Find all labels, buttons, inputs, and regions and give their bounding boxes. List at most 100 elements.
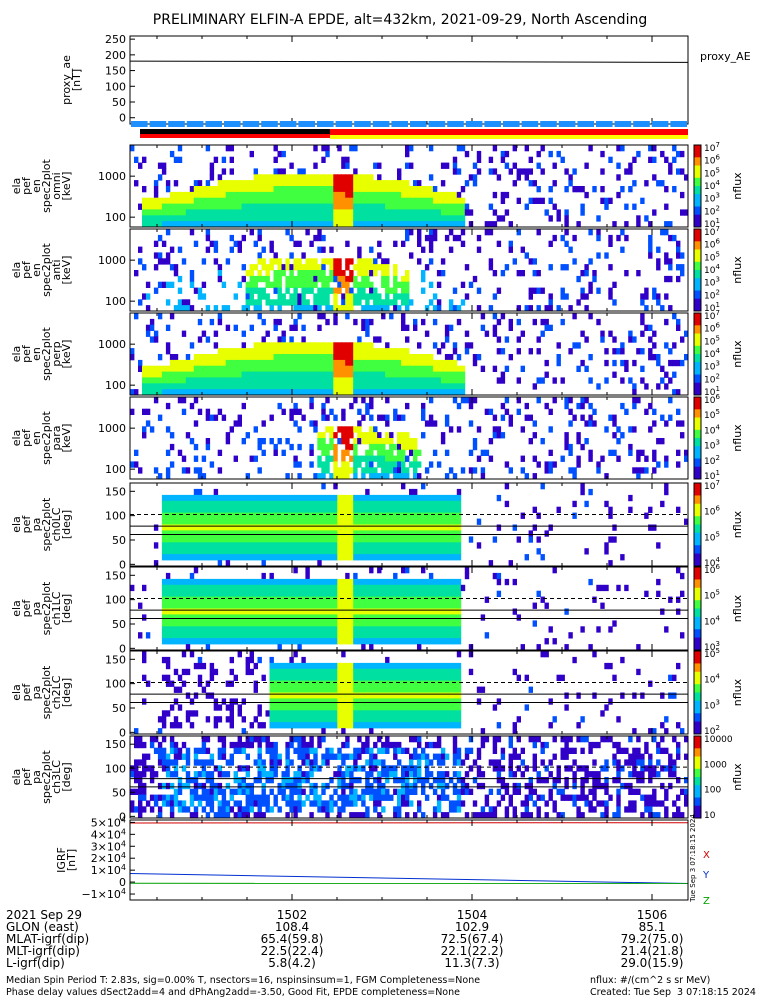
colorbar-tick-label: 101 [704,217,720,230]
colorbar-tick-label: 104 [704,556,720,569]
colorbar-tick-label: 102 [704,204,720,217]
panel-spec-en-perp: elapefenspec2plotanti[keV]10710610510410… [10,225,744,314]
colorbar-tick-label: 107 [704,479,720,492]
orbit-row-value: 108.4 [274,920,310,934]
y-axis-label: pef [20,344,33,363]
spin-coverage-bar [670,121,687,127]
colorbar-tick-label: 104 [704,423,720,436]
legend-Z: Z [703,896,710,907]
orbit-row-value: 1504 [456,908,488,922]
panel-pa-ch3: elapefpaspec2plotch3LC[deg]1000010001001… [10,735,744,823]
y-tick-label: 100 [105,80,126,93]
y-tick-label: 100 [105,295,126,308]
colorbar-tick-label: 105 [704,334,720,347]
igrf-side-label: Tue Sep 3 07:18:15 2024 [689,814,697,903]
colorbar-tick-label: 101 [704,301,720,314]
footer-right-1: nflux: #/(cm^2 s sr MeV) [590,975,711,986]
y-tick-label: 50 [112,534,126,547]
colorbar-label: nflux [731,763,744,791]
spin-coverage-bar [298,121,315,127]
colorbar-tick-label: 103 [704,698,720,711]
colorbar-tick-label: 104 [704,673,720,686]
orbit-row-value: 22.1(22.2) [440,944,504,958]
orbit-row-value: 79.2(75.0) [620,932,684,946]
spin-coverage-bar [577,121,594,127]
spin-coverage-bar [633,121,650,127]
y-tick-label: 150 [105,485,126,498]
heatmap-cells [130,736,689,819]
panel-frame [129,144,689,228]
colorbar-tick-label: 106 [704,322,720,335]
y-axis-label: ela [10,178,23,195]
orbit-row-value: 11.3(7.3) [444,956,500,970]
y-axis-label: ch1LC [50,591,63,625]
panel-frame [129,566,689,651]
colorbar-tick-label: 102 [704,724,720,737]
spin-coverage-bar [372,121,390,127]
y-tick-label: 0 [119,558,126,571]
spin-coverage-bar [186,121,204,127]
y-axis-label: en [30,179,43,193]
y-tick-label: 50 [112,702,126,715]
y-tick-label: 1000 [98,338,126,351]
colorbar: 106 105 104 103 nflux [693,563,744,653]
colorbar-tick-label: 107 [704,309,720,322]
y-tick-label: 250 [105,33,126,46]
spin-coverage-bar [447,121,464,127]
y-tick-label: 150 [105,569,126,582]
orbit-row-value: 102.9 [454,920,490,934]
y-tick-label: 0 [119,642,126,655]
y-axis-label: ela [10,600,23,617]
heatmap-cells [130,313,689,396]
spin-coverage-bar [168,121,185,127]
y-axis-label: pef [20,515,33,534]
footer-right-2: Created: Tue Sep 3 07:18:15 2024 [590,987,756,998]
panel-frame [129,396,689,480]
y-axis-label: [deg] [60,594,73,623]
y-axis-label: spec2plot [40,750,53,804]
y-tick-label: 0 [119,876,126,889]
spin-coverage-bar [317,121,334,127]
y-tick-label: 0 [119,112,126,125]
y-axis-label: ela [10,769,23,786]
y-tick-label: 100 [105,510,126,523]
spin-coverage-bar [521,121,539,127]
legend-X: X [703,850,710,861]
y-axis-label: para [50,426,63,451]
spin-coverage-bar [279,121,297,127]
orbit-row-value: 65.4(59.8) [260,932,324,946]
spin-coverage-bar [224,121,241,127]
orbit-row-value: 1506 [636,908,668,922]
spin-coverage-bar [205,121,222,127]
y-axis-label: IGRF [55,847,68,873]
orbit-row-value: 21.4(21.8) [620,944,684,958]
y-tick-label: 100 [105,594,126,607]
colorbar-tick-label: 105 [704,250,720,263]
panel-frame [129,482,689,567]
y-tick-label: 100 [105,762,126,775]
panel-igrf: IGRF[nT] XY Z Tue Sep 3 07:18:15 2024 5×1044… [55,814,710,907]
heatmap-cells [130,397,689,480]
panel-frame [129,819,689,901]
y-axis-label: spec2plot [40,327,53,381]
y-tick-label: 1000 [98,254,126,267]
heatmap-cells [130,145,689,228]
colorbar-label: nflux [731,172,744,200]
y-tick-label: 100 [105,379,126,392]
y-axis-label: proxy_ae [60,55,73,105]
colorbar: 107 106 105 104 nflux [693,479,744,569]
colorbar-label: nflux [731,340,744,368]
y-axis-label: pa [30,770,43,784]
panel-spec-en-all: elapefenspec2plotomni[keV]10710610510410… [10,141,744,230]
y-axis-label: en [30,431,43,445]
spin-coverage-bar [131,121,148,127]
panel-frame [129,228,689,312]
colorbar-tick-label: 103 [704,360,720,373]
y-axis-label: [nT] [65,849,78,871]
y-axis-label: [nT] [70,69,83,91]
orbit-row-label: MLT-igrf(dip) [6,944,80,958]
